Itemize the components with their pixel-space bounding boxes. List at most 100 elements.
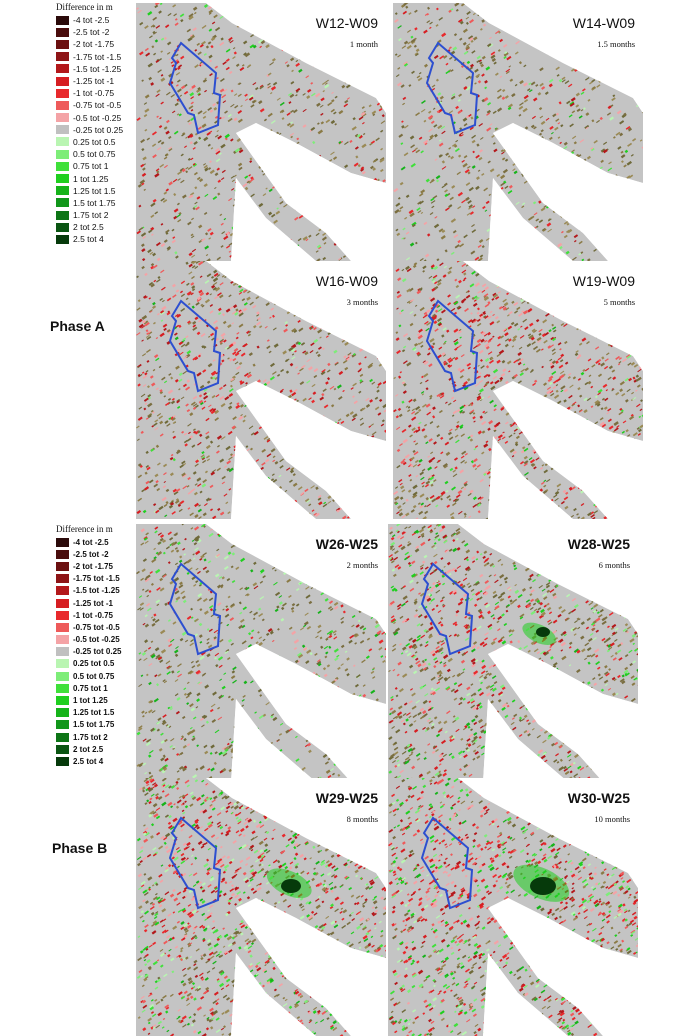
legend-swatch <box>56 137 69 147</box>
legend-entry: 2.5 tot 4 <box>56 755 140 767</box>
legend-swatch <box>56 161 69 171</box>
legend-entry: -1.25 tot -1 <box>56 597 140 609</box>
legend-entry: 0.5 tot 0.75 <box>56 670 140 682</box>
legend-swatch <box>56 537 69 547</box>
map-panel: W14-W09 1.5 months <box>393 3 643 261</box>
legend-entry: 0.75 tot 1 <box>56 160 140 172</box>
legend-swatch <box>56 574 69 584</box>
study-area-outline <box>168 299 222 393</box>
legend-entry: 1 tot 1.25 <box>56 172 140 184</box>
panel-time: 5 months <box>603 297 635 307</box>
panel-title: W28-W25 <box>567 536 630 552</box>
sedimentation-area <box>281 879 301 893</box>
map-panel: W26-W25 2 months <box>136 524 386 782</box>
panel-title: W12-W09 <box>315 15 378 31</box>
study-area-outline <box>420 816 474 910</box>
legend-swatch <box>56 234 69 244</box>
study-area-outline <box>425 41 479 135</box>
legend-swatch <box>56 708 69 718</box>
legend-swatch <box>56 76 69 86</box>
legend-label: -1.25 tot -1 <box>73 598 114 608</box>
legend-swatch <box>56 64 69 74</box>
map-panel: W12-W09 1 month <box>136 3 386 261</box>
legend-label: 1.75 tot 2 <box>73 732 108 742</box>
sedimentation-area <box>536 627 550 637</box>
map-panel: W28-W25 6 months <box>388 524 638 782</box>
legend-label: 0.25 tot 0.5 <box>73 659 115 669</box>
legend-label: 2.5 tot 4 <box>73 234 104 245</box>
channel-area <box>136 3 386 261</box>
legend-label: 2 tot 2.5 <box>73 222 104 233</box>
legend-entry: -0.75 tot -0.5 <box>56 621 140 633</box>
legend-entry: 2.5 tot 4 <box>56 233 140 245</box>
channel-area <box>393 3 643 261</box>
legend-rows: -4 tot -2.5 -2.5 tot -2 -2 tot -1.75 -1.75 … <box>56 536 140 768</box>
legend-label: -2 tot -1.75 <box>73 561 114 571</box>
legend-label: -0.75 tot -0.5 <box>73 100 122 111</box>
legend-entry: -1 tot -0.75 <box>56 609 140 621</box>
legend-label: 2 tot 2.5 <box>73 744 104 754</box>
legend-swatch <box>56 125 69 135</box>
legend-swatch <box>56 113 69 123</box>
difference-map <box>393 3 643 261</box>
channel-area <box>136 778 386 1036</box>
legend-label: 1.25 tot 1.5 <box>73 708 115 718</box>
legend-phase-a: Difference in m -4 tot -2.5 -2.5 tot -2 -2… <box>56 2 140 246</box>
legend-swatch <box>56 149 69 159</box>
legend-swatch <box>56 732 69 742</box>
channel-area <box>393 261 643 519</box>
panel-title: W30-W25 <box>567 790 630 806</box>
legend-label: 1.5 tot 1.75 <box>73 720 115 730</box>
legend-label: -4 tot -2.5 <box>73 537 109 547</box>
legend-entry: -2.5 tot -2 <box>56 26 140 38</box>
legend-entry: 0.25 tot 0.5 <box>56 136 140 148</box>
legend-swatch <box>56 586 69 596</box>
study-area-outline <box>168 816 222 910</box>
legend-swatch <box>56 52 69 62</box>
legend-label: 0.25 tot 0.5 <box>73 136 116 147</box>
legend-label: 0.5 tot 0.75 <box>73 149 116 160</box>
legend-entry: -0.5 tot -0.25 <box>56 634 140 646</box>
legend-label: -1.25 tot -1 <box>73 76 115 87</box>
legend-label: 1.75 tot 2 <box>73 210 109 221</box>
legend-entry: 1.25 tot 1.5 <box>56 707 140 719</box>
legend-swatch <box>56 549 69 559</box>
legend-label: 0.75 tot 1 <box>73 161 109 172</box>
legend-entry: -1.5 tot -1.25 <box>56 63 140 75</box>
legend-entry: -0.25 tot 0.25 <box>56 646 140 658</box>
legend-phase-b: Difference in m -4 tot -2.5 -2.5 tot -2 -2… <box>56 524 140 768</box>
legend-swatch <box>56 683 69 693</box>
legend-label: 0.75 tot 1 <box>73 683 108 693</box>
legend-label: -1.75 tot -1.5 <box>73 574 120 584</box>
map-panel: W19-W09 5 months <box>393 261 643 519</box>
legend-swatch <box>56 88 69 98</box>
legend-entry: -2 tot -1.75 <box>56 38 140 50</box>
legend-entry: -0.5 tot -0.25 <box>56 112 140 124</box>
legend-entry: 0.25 tot 0.5 <box>56 658 140 670</box>
legend-entry: -4 tot -2.5 <box>56 14 140 26</box>
legend-swatch <box>56 635 69 645</box>
legend-entry: 1.5 tot 1.75 <box>56 197 140 209</box>
legend-swatch <box>56 174 69 184</box>
legend-title: Difference in m <box>56 524 113 534</box>
legend-swatch <box>56 210 69 220</box>
legend-label: 1.25 tot 1.5 <box>73 185 116 196</box>
legend-label: -4 tot -2.5 <box>73 15 110 26</box>
legend-label: -0.25 tot 0.25 <box>73 647 122 657</box>
panel-time: 8 months <box>346 814 378 824</box>
legend-entry: 0.5 tot 0.75 <box>56 148 140 160</box>
legend-swatch <box>56 756 69 766</box>
study-area-outline <box>425 299 479 393</box>
panel-time: 3 months <box>346 297 378 307</box>
legend-entry: -1.25 tot -1 <box>56 75 140 87</box>
difference-map <box>136 3 386 261</box>
legend-swatch <box>56 671 69 681</box>
legend-title: Difference in m <box>56 2 113 12</box>
panel-title: W19-W09 <box>572 273 635 289</box>
legend-entry: 1.75 tot 2 <box>56 209 140 221</box>
legend-entry: 1 tot 1.25 <box>56 694 140 706</box>
legend-swatch <box>56 186 69 196</box>
difference-map <box>388 524 638 782</box>
legend-swatch <box>56 198 69 208</box>
legend-label: -1.5 tot -1.25 <box>73 586 120 596</box>
